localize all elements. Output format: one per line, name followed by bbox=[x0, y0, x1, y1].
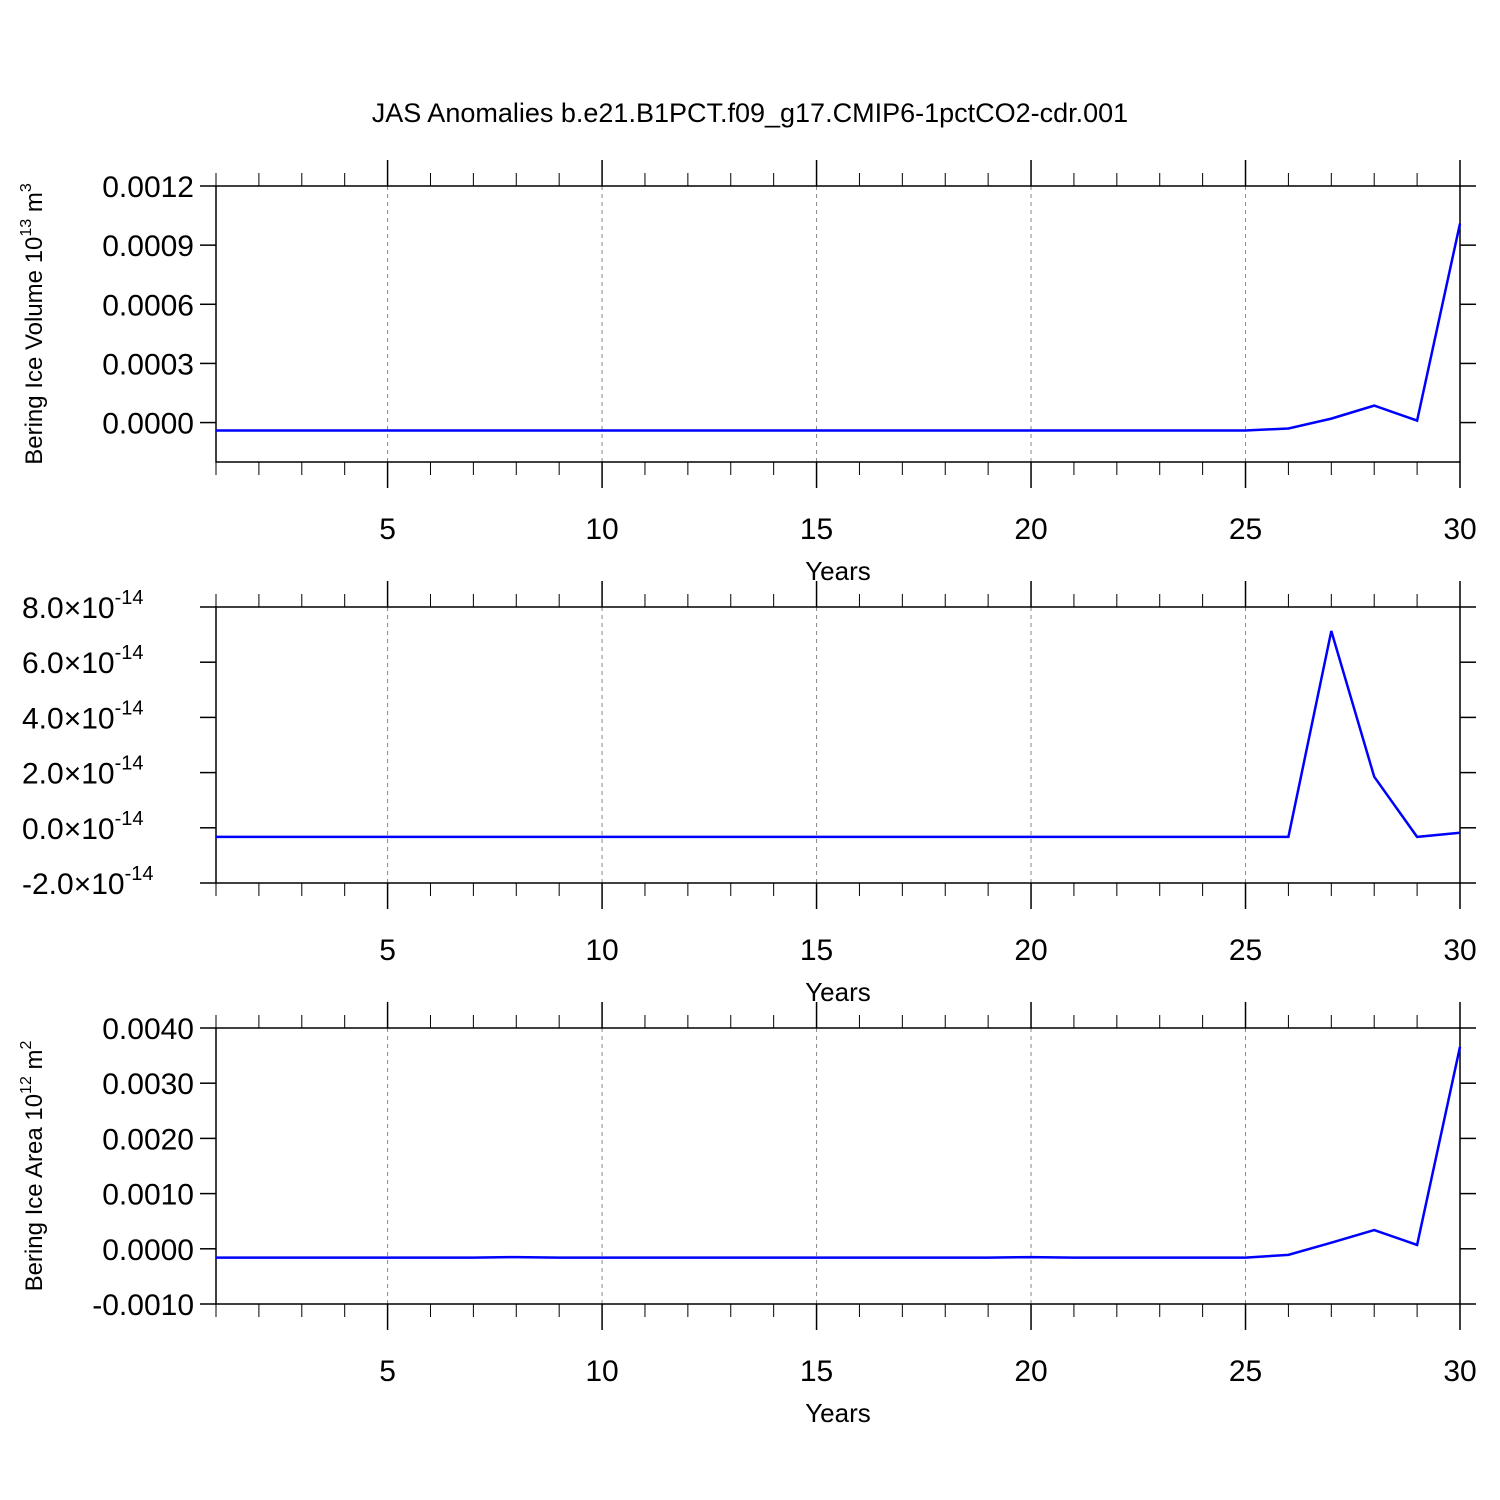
y-tick-label: 0.0003 bbox=[102, 348, 194, 381]
x-tick-label: 10 bbox=[585, 1355, 618, 1388]
superscript: 13 bbox=[18, 219, 35, 237]
text-part: -2.0×10 bbox=[22, 868, 125, 901]
x-tick-label: 20 bbox=[1014, 1355, 1047, 1388]
x-tick-label: 25 bbox=[1229, 513, 1262, 546]
superscript: -14 bbox=[115, 697, 144, 719]
x-tick-label: 15 bbox=[800, 513, 833, 546]
x-tick-label: 30 bbox=[1443, 1355, 1476, 1388]
y-tick-label: 2.0×10-14 bbox=[22, 753, 144, 791]
superscript: -14 bbox=[115, 587, 144, 609]
x-axis-label: Years bbox=[805, 556, 871, 586]
x-tick-label: 15 bbox=[800, 934, 833, 967]
y-tick-label: -0.0010 bbox=[92, 1289, 194, 1322]
superscript: -14 bbox=[115, 642, 144, 664]
y-tick-label: 0.0009 bbox=[102, 230, 194, 263]
x-tick-label: 5 bbox=[379, 513, 396, 546]
x-tick-label: 30 bbox=[1443, 934, 1476, 967]
plot-frame bbox=[215, 606, 1461, 884]
data-line bbox=[216, 223, 1462, 432]
y-tick-label: -2.0×10-14 bbox=[22, 863, 154, 901]
y-axis-label: Bering Ice Area 1012 m2 bbox=[18, 1040, 48, 1291]
x-tick-label: 5 bbox=[379, 1355, 396, 1388]
text-part: 4.0×10 bbox=[22, 702, 115, 735]
data-line bbox=[216, 1046, 1462, 1259]
text-part: 0.0×10 bbox=[22, 813, 115, 846]
plot-frame bbox=[215, 1027, 1461, 1305]
superscript: -14 bbox=[125, 863, 154, 885]
superscript: -14 bbox=[115, 753, 144, 775]
y-tick-label: 0.0000 bbox=[102, 408, 194, 441]
y-axis-label: Bering Ice Volume 1013 m3 bbox=[18, 183, 48, 465]
y-tick-label: 8.0×10-14 bbox=[22, 587, 144, 625]
y-tick-label: 6.0×10-14 bbox=[22, 642, 144, 680]
x-axis-label: Years bbox=[805, 977, 871, 1007]
x-tick-label: 20 bbox=[1014, 934, 1047, 967]
y-tick-label: 0.0030 bbox=[102, 1068, 194, 1101]
x-tick-label: 10 bbox=[585, 934, 618, 967]
plot-frame bbox=[215, 185, 1461, 463]
y-tick-label: 0.0×10-14 bbox=[22, 808, 144, 846]
text-part: Bering Ice Volume 10 bbox=[21, 237, 48, 465]
x-tick-label: 25 bbox=[1229, 1355, 1262, 1388]
y-tick-label: 0.0010 bbox=[102, 1179, 194, 1212]
y-tick-label: 0.0012 bbox=[102, 171, 194, 204]
x-tick-label: 5 bbox=[379, 934, 396, 967]
text-part: 6.0×10 bbox=[22, 647, 115, 680]
y-tick-label: 0.0006 bbox=[102, 289, 194, 322]
y-tick-label: 4.0×10-14 bbox=[22, 697, 144, 735]
x-tick-label: 25 bbox=[1229, 934, 1262, 967]
superscript: -14 bbox=[115, 808, 144, 830]
text-part: m bbox=[21, 1049, 48, 1076]
y-tick-label: 0.0000 bbox=[102, 1234, 194, 1267]
text-part: 2.0×10 bbox=[22, 758, 115, 791]
text-part: 8.0×10 bbox=[22, 592, 115, 625]
x-tick-label: 10 bbox=[585, 513, 618, 546]
x-tick-label: 20 bbox=[1014, 513, 1047, 546]
x-tick-label: 15 bbox=[800, 1355, 833, 1388]
text-part: m bbox=[21, 192, 48, 219]
superscript: 12 bbox=[18, 1076, 35, 1094]
superscript: 3 bbox=[18, 183, 35, 192]
y-tick-label: 0.0040 bbox=[102, 1013, 194, 1046]
x-tick-label: 30 bbox=[1443, 513, 1476, 546]
x-axis-label: Years bbox=[805, 1398, 871, 1428]
chart-title: JAS Anomalies b.e21.B1PCT.f09_g17.CMIP6-… bbox=[372, 98, 1128, 128]
data-line bbox=[216, 630, 1461, 839]
text-part: Bering Ice Area 10 bbox=[21, 1094, 48, 1291]
y-tick-label: 0.0020 bbox=[102, 1123, 194, 1156]
superscript: 2 bbox=[18, 1040, 35, 1049]
